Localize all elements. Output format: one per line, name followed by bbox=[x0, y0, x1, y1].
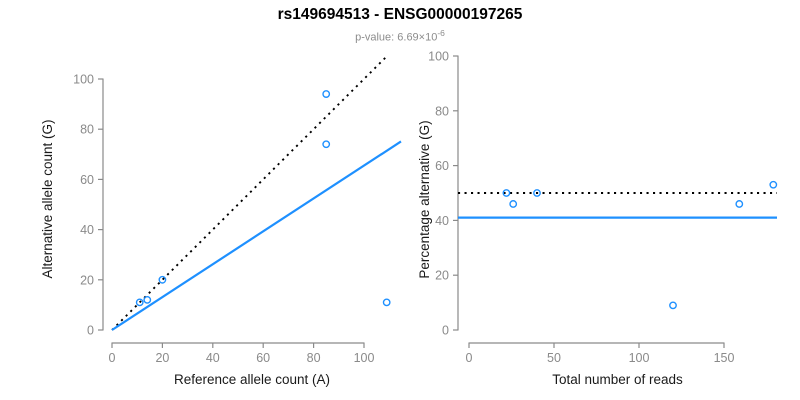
y-tick-label: 100 bbox=[73, 73, 94, 87]
x-tick-label: 50 bbox=[547, 351, 561, 365]
data-point bbox=[502, 189, 511, 197]
y-tick-label: 0 bbox=[87, 324, 94, 338]
y-axis-title: Alternative allele count (G) bbox=[40, 119, 55, 278]
p-value-exponent: -6 bbox=[437, 27, 445, 38]
p-value-label: p-value: 6.69×10 bbox=[355, 31, 438, 44]
data-point bbox=[322, 140, 331, 149]
x-tick-label: 100 bbox=[629, 351, 650, 365]
y-tick-label: 20 bbox=[435, 269, 449, 283]
y-tick-label: 40 bbox=[435, 214, 449, 228]
x-tick-label: 80 bbox=[307, 351, 321, 365]
y-tick-label: 60 bbox=[435, 159, 449, 173]
data-point bbox=[322, 90, 331, 98]
y-tick-label: 80 bbox=[435, 104, 449, 118]
x-axis-title: Reference allele count (A) bbox=[174, 372, 330, 387]
x-tick-label: 20 bbox=[155, 351, 169, 365]
x-tick-label: 100 bbox=[354, 351, 375, 365]
data-point bbox=[158, 275, 167, 284]
x-tick-label: 0 bbox=[466, 351, 473, 365]
figure-header: rs149694513 - ENSG00000197265 p-value: 6… bbox=[0, 6, 800, 43]
y-tick-label: 20 bbox=[80, 273, 94, 287]
allele-counts-scatter: 0 20 40 60 80 100 0 20 40 60 80 100 Reference allele… bbox=[40, 54, 402, 387]
figure-title: rs149694513 - ENSG00000197265 bbox=[277, 6, 523, 23]
y-axis-title: Percentage alternative (G) bbox=[417, 120, 432, 278]
y-tick-label: 60 bbox=[80, 173, 94, 187]
figure-subtitle: p-value: 6.69×10-6 bbox=[0, 28, 800, 44]
x-tick-label: 0 bbox=[109, 351, 116, 365]
y-tick-label: 80 bbox=[80, 123, 94, 137]
data-points bbox=[135, 90, 391, 307]
data-point bbox=[135, 298, 144, 307]
data-point bbox=[533, 189, 541, 197]
data-points bbox=[502, 180, 778, 310]
x-tick-label: 40 bbox=[206, 351, 220, 365]
x-tick-label: 150 bbox=[714, 351, 735, 365]
x-tick-label: 60 bbox=[256, 351, 270, 365]
percentage-alternative-scatter: 0 50 100 150 0 20 40 60 80 100 Total number of rea… bbox=[417, 50, 778, 387]
identity-line bbox=[111, 54, 389, 331]
data-point bbox=[735, 200, 744, 208]
data-point bbox=[669, 301, 677, 310]
data-point bbox=[382, 298, 391, 307]
x-axis-title: Total number of reads bbox=[552, 372, 683, 387]
data-point bbox=[143, 295, 152, 304]
fit-line bbox=[111, 140, 402, 331]
y-tick-label: 40 bbox=[80, 223, 94, 237]
data-point bbox=[509, 200, 518, 208]
y-tick-label: 100 bbox=[428, 50, 449, 64]
data-point bbox=[769, 180, 778, 189]
y-tick-label: 0 bbox=[442, 324, 449, 338]
